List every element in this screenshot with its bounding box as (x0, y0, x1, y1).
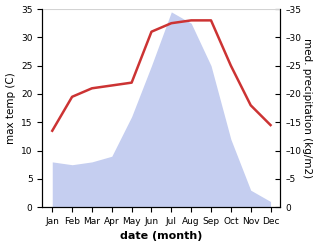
Y-axis label: max temp (C): max temp (C) (5, 72, 16, 144)
X-axis label: date (month): date (month) (120, 231, 203, 242)
Y-axis label: med. precipitation (kg/m2): med. precipitation (kg/m2) (302, 38, 313, 178)
